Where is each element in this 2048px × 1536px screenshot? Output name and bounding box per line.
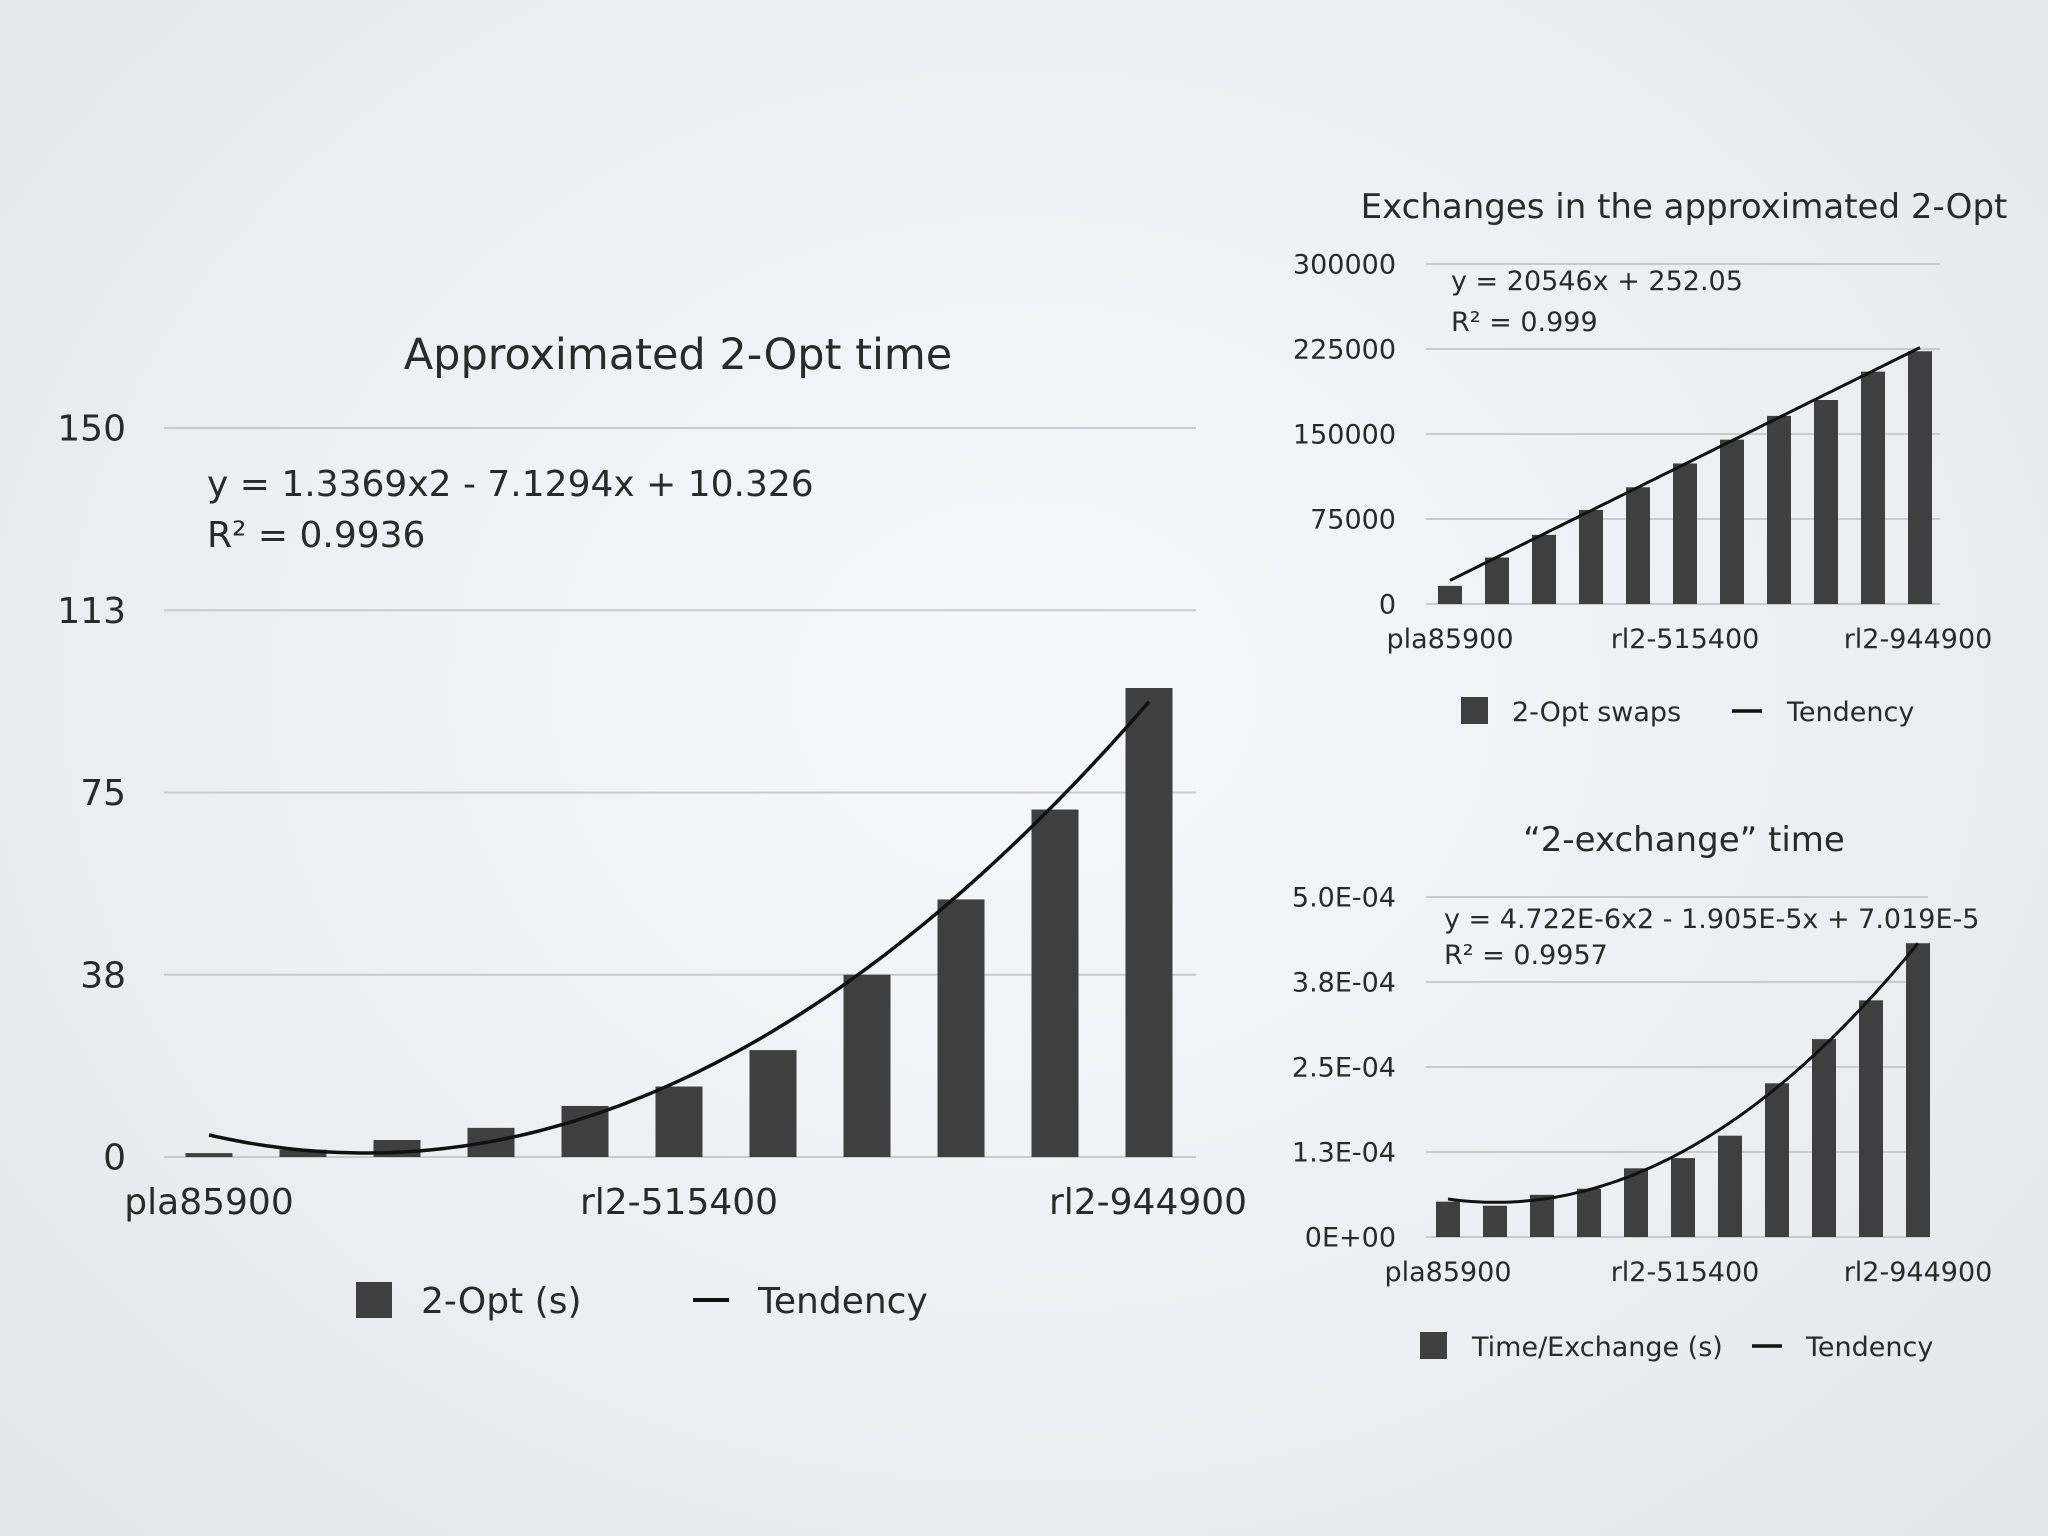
- legend-label-bars: 2-Opt (s): [421, 1281, 582, 1322]
- bar: [1579, 509, 1603, 604]
- bar: [1483, 1205, 1507, 1237]
- y-tick-label: 150000: [1293, 419, 1396, 450]
- trendline-path: [208, 700, 1151, 1155]
- bar: [749, 1050, 797, 1157]
- gridlines: [164, 427, 1196, 1158]
- legend-label-bars: 2-Opt swaps: [1512, 697, 1681, 728]
- trend-equation: y = 1.3369x2 - 7.1294x + 10.326: [207, 464, 814, 505]
- y-tick-label: 0: [1379, 589, 1396, 620]
- trend-r-squared: R² = 0.999: [1451, 307, 1598, 338]
- trend-equation: y = 4.722E-6x2 - 1.905E-5x + 7.019E-5: [1444, 904, 1979, 935]
- legend: 2-Opt swaps Tendency: [1461, 697, 1914, 728]
- y-tick-labels: 0 38 75 113 150: [57, 409, 126, 1179]
- x-tick-label: pla85900: [1384, 1257, 1511, 1288]
- bar: [1577, 1188, 1601, 1237]
- legend-label-trend: Tendency: [1786, 697, 1914, 728]
- legend: 2-Opt (s) Tendency: [356, 1281, 928, 1322]
- bar: [1859, 1000, 1883, 1237]
- y-tick-labels: 0 75000 150000 225000 300000: [1293, 249, 1396, 620]
- bar: [1765, 1083, 1789, 1237]
- x-tick-labels: pla85900 rl2-515400 rl2-944900: [1384, 1257, 1992, 1288]
- chart-exchanges-approximated-2opt: Exchanges in the approximated 2-Opt 0 750…: [1293, 187, 2007, 728]
- y-tick-label: 75000: [1310, 504, 1396, 535]
- y-tick-label: 300000: [1293, 249, 1396, 280]
- bar: [1814, 400, 1838, 604]
- x-tick-label: pla85900: [1386, 624, 1513, 655]
- y-tick-label: 1.3E-04: [1292, 1137, 1396, 1168]
- bar: [1624, 1168, 1648, 1237]
- y-tick-label: 225000: [1293, 334, 1396, 365]
- chart-approximated-2opt-time: Approximated 2-Opt time 0 38 75 113 150 pla8…: [57, 330, 1247, 1322]
- bar: [1530, 1194, 1554, 1237]
- legend-swatch-bars: [1420, 1332, 1447, 1359]
- x-tick-label: rl2-944900: [1844, 624, 1993, 655]
- bar: [1908, 351, 1932, 604]
- trendline-path: [1449, 346, 1921, 582]
- x-tick-label: rl2-944900: [1049, 1182, 1247, 1223]
- x-tick-label: rl2-515400: [1611, 624, 1760, 655]
- trend-r-squared: R² = 0.9957: [1444, 940, 1608, 971]
- bar: [279, 1149, 327, 1157]
- legend-label-bars: Time/Exchange (s): [1471, 1332, 1723, 1363]
- bar: [843, 974, 891, 1157]
- bar: [1438, 585, 1462, 604]
- chart-title: “2-exchange” time: [1523, 820, 1845, 860]
- bar: [1125, 688, 1173, 1157]
- x-tick-label: rl2-515400: [580, 1182, 778, 1223]
- legend-swatch-bars: [356, 1282, 392, 1318]
- bar: [937, 899, 985, 1157]
- bar: [655, 1086, 703, 1157]
- y-tick-labels: 0E+00 1.3E-04 2.5E-04 3.8E-04 5.0E-04: [1292, 882, 1396, 1253]
- bars: [185, 688, 1173, 1157]
- trendline: [1447, 942, 1920, 1204]
- legend-swatch-bars: [1461, 697, 1488, 724]
- legend: Time/Exchange (s) Tendency: [1420, 1332, 1933, 1363]
- bar: [185, 1153, 233, 1157]
- trend-r-squared: R² = 0.9936: [207, 515, 425, 556]
- y-tick-label: 3.8E-04: [1292, 967, 1396, 998]
- chart-2-exchange-time: “2-exchange” time 0E+00 1.3E-04 2.5E-04 3.8…: [1292, 820, 1992, 1363]
- chart-title: Exchanges in the approximated 2-Opt: [1361, 187, 2008, 227]
- legend-label-trend: Tendency: [1805, 1332, 1933, 1363]
- trendline: [1449, 346, 1921, 582]
- bars: [1436, 943, 1930, 1237]
- y-tick-label: 5.0E-04: [1292, 882, 1396, 913]
- bar: [1532, 534, 1556, 604]
- x-tick-label: pla85900: [124, 1182, 293, 1223]
- x-tick-labels: pla85900 rl2-515400 rl2-944900: [1386, 624, 1992, 655]
- trendline: [208, 700, 1151, 1155]
- bar: [1718, 1135, 1742, 1237]
- y-tick-label: 38: [80, 955, 126, 996]
- bars: [1438, 351, 1932, 604]
- legend-label-trend: Tendency: [757, 1281, 928, 1322]
- y-tick-label: 113: [57, 591, 126, 632]
- x-tick-label: rl2-515400: [1611, 1257, 1760, 1288]
- bar: [1485, 557, 1509, 604]
- bar: [1767, 415, 1791, 604]
- bar: [1720, 439, 1744, 604]
- trend-equation: y = 20546x + 252.05: [1451, 266, 1743, 297]
- bar: [1436, 1201, 1460, 1237]
- y-tick-label: 0: [103, 1138, 126, 1179]
- y-tick-label: 2.5E-04: [1292, 1052, 1396, 1083]
- x-tick-labels: pla85900 rl2-515400 rl2-944900: [124, 1182, 1247, 1223]
- y-tick-label: 0E+00: [1305, 1222, 1396, 1253]
- bar: [1626, 487, 1650, 604]
- bar: [1673, 463, 1697, 604]
- y-tick-label: 75: [80, 773, 126, 814]
- bar: [1031, 809, 1079, 1157]
- bar: [1671, 1158, 1695, 1237]
- chart-title: Approximated 2-Opt time: [404, 330, 953, 380]
- bar: [1861, 371, 1885, 604]
- bar: [1906, 943, 1930, 1237]
- bar: [1812, 1039, 1836, 1237]
- trendline-path: [1447, 942, 1920, 1204]
- bar: [561, 1105, 609, 1157]
- y-tick-label: 150: [57, 409, 126, 450]
- x-tick-label: rl2-944900: [1844, 1257, 1993, 1288]
